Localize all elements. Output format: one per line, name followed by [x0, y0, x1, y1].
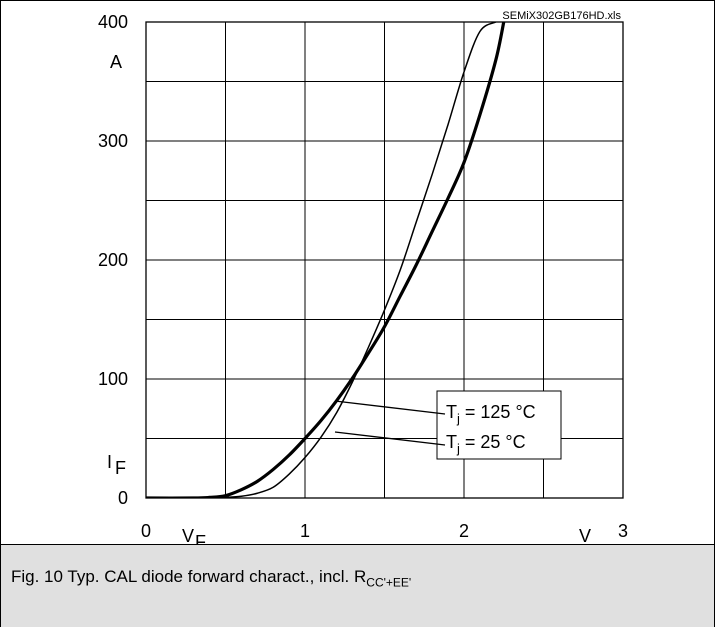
legend-entry-0: Tj = 125 °C [446, 402, 536, 426]
caption-main: Fig. 10 Typ. CAL diode forward charact.,… [11, 567, 367, 586]
curves [146, 22, 506, 498]
series-line-0 [146, 22, 506, 498]
x-axis-unit: V [579, 526, 591, 545]
figure-caption: Fig. 10 Typ. CAL diode forward charact.,… [11, 567, 411, 589]
caption-subscript: CC'+EE' [366, 575, 412, 590]
y-tick-label: 100 [98, 369, 128, 389]
y-axis-symbol: I [107, 452, 112, 472]
y-axis-unit: A [110, 52, 122, 72]
x-axis-symbol: V [182, 526, 194, 545]
series-line-1 [146, 22, 497, 498]
x-tick-label: 3 [618, 521, 628, 541]
legend-entry-1: Tj = 25 °C [446, 432, 526, 456]
legend-leader-1 [334, 431, 446, 446]
caption-panel: Fig. 10 Typ. CAL diode forward charact.,… [1, 544, 714, 627]
legend-leader-0 [334, 400, 446, 415]
y-axis-symbol-subscript: F [115, 458, 126, 478]
x-tick-label: 0 [141, 521, 151, 541]
x-axis-symbol-subscript: F [195, 532, 206, 545]
y-tick-label: 400 [98, 12, 128, 32]
tick-labels: 0 100 200 300 400 0 1 2 3 [98, 12, 628, 541]
legend-box [436, 390, 562, 460]
y-tick-label: 0 [118, 488, 128, 508]
y-tick-label: 200 [98, 250, 128, 270]
y-tick-label: 300 [98, 131, 128, 151]
source-file-label: SEMiX302GB176HD.xls [502, 10, 621, 22]
x-tick-label: 1 [300, 521, 310, 541]
legend: Tj = 125 °C Tj = 25 °C [334, 390, 562, 460]
plot-border [145, 21, 624, 499]
x-tick-label: 2 [459, 521, 469, 541]
